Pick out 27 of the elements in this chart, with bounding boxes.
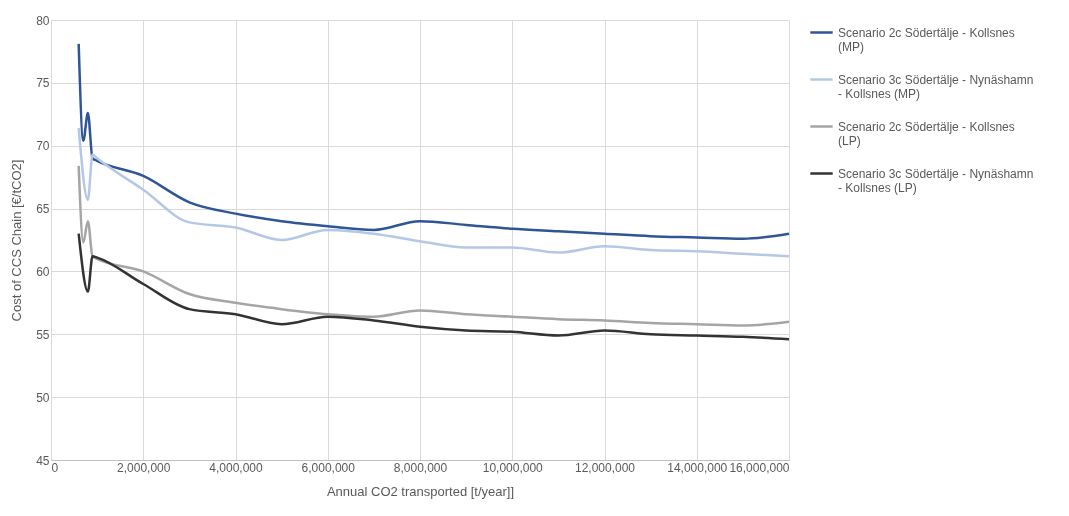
y-tick-label: 80 (36, 13, 50, 28)
x-tick-label: 2,000,000 (117, 460, 171, 475)
legend-label: Scenario 3c Södertälje - Nynäshamn - Kollsnes (LP) (838, 166, 1034, 195)
y-tick-label: 45 (36, 453, 50, 468)
x-tick-label: 10,000,000 (482, 460, 544, 475)
x-tick-label: 0 (51, 460, 59, 475)
line-series (77, 126, 791, 258)
y-tick-label: 75 (36, 76, 50, 91)
legend-label: Scenario 2c Södertälje - Kollsnes (MP) (838, 25, 1015, 54)
y-tick-label: 70 (36, 139, 50, 154)
legend-label: Scenario 3c Södertälje - Nynäshamn - Kollsnes (MP) (838, 72, 1034, 101)
y-tick-label: 50 (36, 390, 50, 405)
y-axis-title: Cost of CCS Chain [€/tCO2] (9, 159, 25, 322)
y-tick-label: 60 (36, 264, 50, 279)
x-tick-label: 8,000,000 (393, 460, 448, 475)
x-axis-title: Annual CO2 transported [t/year]] (326, 483, 515, 499)
x-tick-label: 4,000,000 (209, 460, 264, 475)
x-tick-label: 12,000,000 (574, 460, 636, 475)
x-tick-label: 6,000,000 (301, 460, 356, 475)
x-tick-label: 16,000,000 (729, 460, 790, 475)
legend-label: Scenario 2c Södertälje - Kollsnes (LP) (838, 119, 1015, 148)
y-tick-label: 65 (36, 202, 50, 217)
line-series (77, 164, 791, 327)
line-series (77, 42, 791, 240)
line-series (77, 232, 791, 341)
x-tick-label: 14,000,000 (667, 460, 728, 475)
y-tick-label: 55 (36, 327, 50, 342)
